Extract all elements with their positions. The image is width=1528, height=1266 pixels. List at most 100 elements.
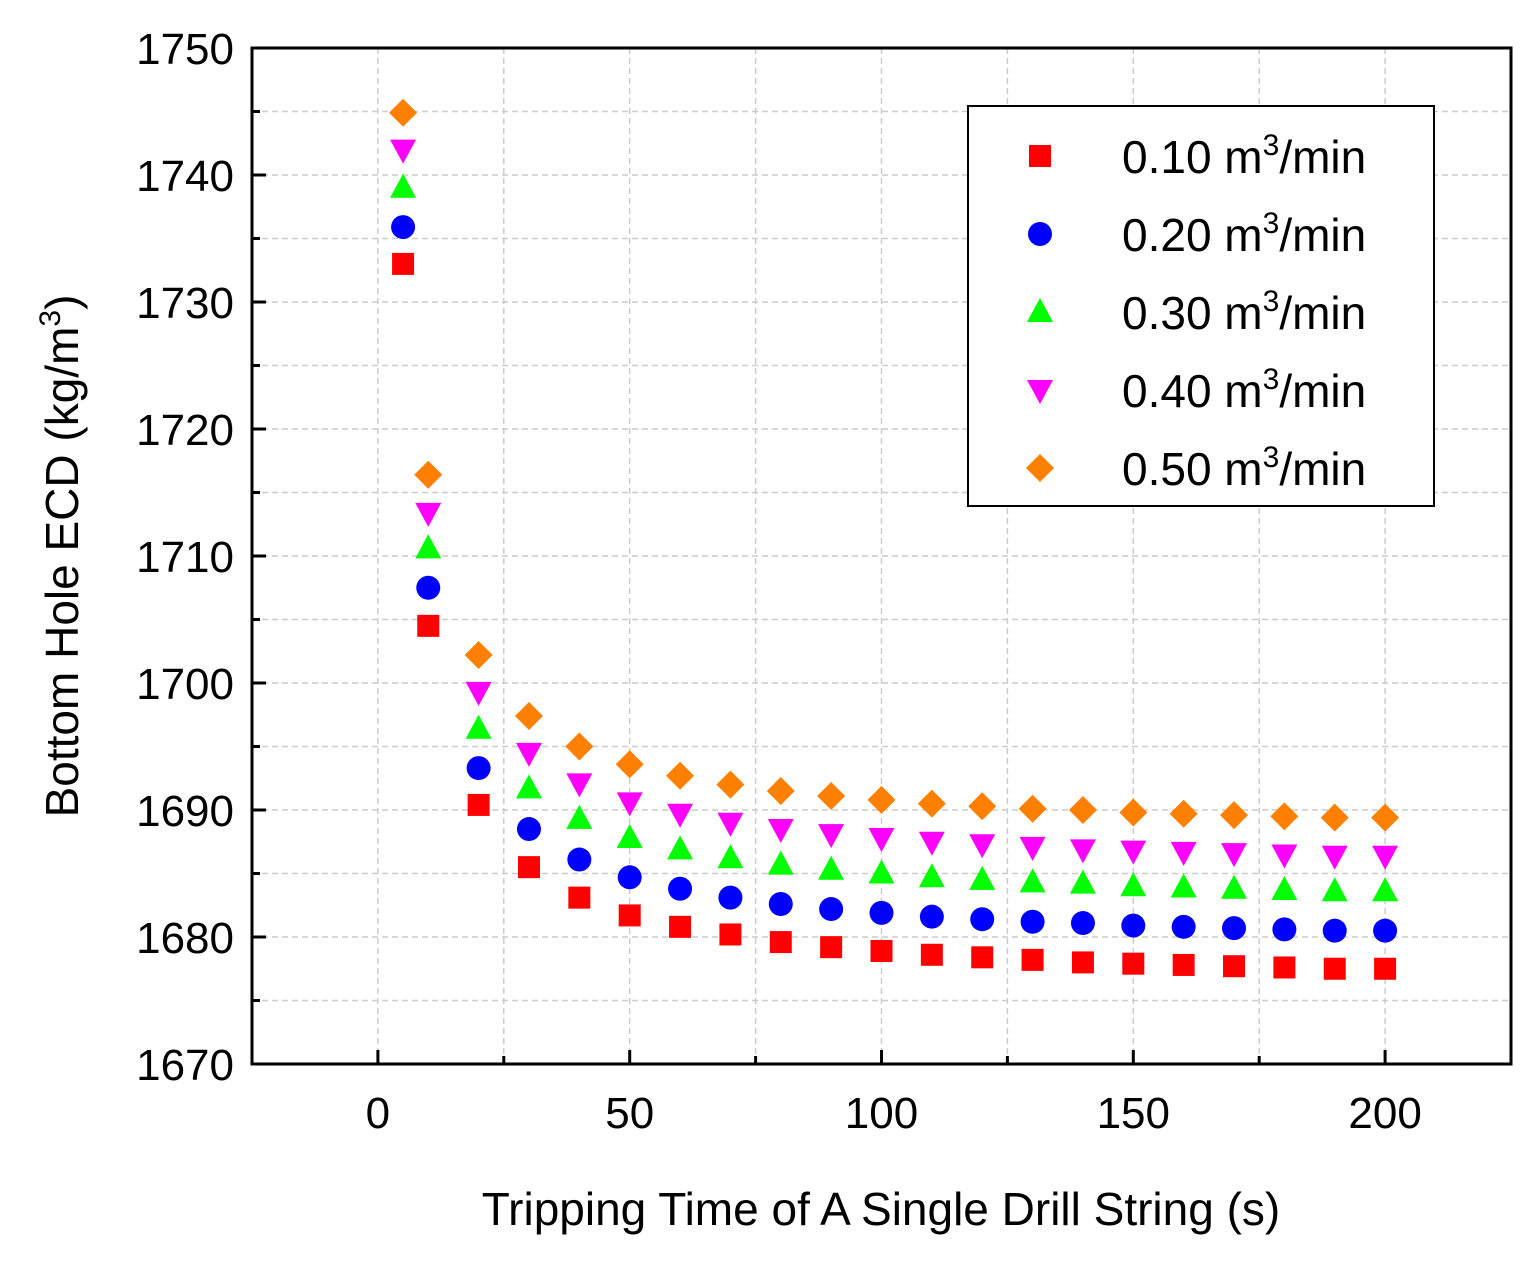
data-point: [414, 460, 443, 489]
data-point: [1272, 917, 1297, 942]
data-point: [465, 714, 492, 739]
data-point: [1121, 913, 1146, 938]
data-point: [515, 774, 542, 799]
data-point: [390, 173, 417, 198]
data-point: [1223, 955, 1246, 978]
series-triangle-up: [390, 173, 1399, 902]
data-point: [1020, 909, 1045, 934]
legend-label: 0.10 m3/min: [1122, 129, 1366, 183]
y-axis-title-main: Bottom Hole ECD (kg/m: [36, 327, 88, 818]
data-point: [1169, 799, 1198, 828]
data-point: [392, 252, 415, 275]
data-point: [767, 850, 794, 875]
data-point: [1069, 839, 1096, 864]
data-point: [1068, 796, 1097, 824]
data-point: [515, 742, 542, 767]
data-point: [516, 817, 541, 842]
data-point: [567, 847, 592, 872]
data-point: [971, 946, 994, 969]
legend-label-main: 0.40 m: [1122, 365, 1263, 417]
data-point: [1120, 872, 1147, 897]
data-point: [1170, 841, 1197, 866]
legend-marker-diamond: [1026, 454, 1054, 482]
legend-label-superscript: 3: [1263, 363, 1280, 396]
data-point: [1221, 843, 1248, 868]
legend-label: 0.40 m3/min: [1122, 363, 1366, 417]
data-point: [616, 792, 643, 817]
y-axis-title: Bottom Hole ECD (kg/m3): [34, 295, 88, 818]
data-point: [870, 939, 893, 962]
data-point: [868, 827, 895, 852]
data-point: [391, 215, 416, 240]
x-tick-label: 150: [1097, 1089, 1170, 1138]
data-point: [719, 923, 742, 946]
axis-ticks: 0 50 100 150 200 1670 1680 1690 1700 1710 1720 1730…: [136, 25, 1422, 1138]
data-point: [1273, 956, 1296, 979]
data-point: [1270, 802, 1299, 831]
data-point: [717, 812, 744, 837]
data-point: [667, 803, 694, 828]
y-tick-label: 1670: [136, 1041, 234, 1090]
data-point: [1019, 868, 1046, 893]
data-point: [868, 859, 895, 884]
data-point: [818, 855, 845, 880]
data-point: [1018, 794, 1047, 823]
legend-marker-square: [1029, 145, 1051, 167]
data-point: [818, 824, 845, 849]
data-point: [817, 782, 846, 811]
data-point: [1322, 918, 1347, 943]
data-point: [920, 943, 943, 966]
series-circle: [391, 215, 1398, 943]
legend-label-unit: /min: [1279, 209, 1366, 261]
data-point: [1019, 836, 1046, 861]
data-point: [1119, 798, 1148, 827]
data-point: [565, 732, 594, 761]
legend-label-unit: /min: [1279, 287, 1366, 339]
data-point: [1271, 844, 1298, 869]
legend-label-superscript: 3: [1263, 285, 1280, 318]
data-point: [1021, 948, 1044, 971]
data-point: [615, 750, 644, 779]
data-point: [918, 863, 945, 888]
data-point: [716, 770, 745, 799]
data-point: [667, 835, 694, 860]
data-point: [514, 702, 543, 731]
legend-label: 0.30 m3/min: [1122, 285, 1366, 339]
data-point: [1371, 803, 1400, 832]
data-point: [1271, 876, 1298, 901]
data-point: [917, 789, 946, 818]
data-point: [666, 761, 695, 790]
y-tick-label: 1690: [136, 787, 234, 836]
data-point: [464, 641, 493, 670]
data-point: [1221, 874, 1248, 899]
data-point: [717, 844, 744, 869]
data-point: [1320, 803, 1349, 832]
x-tick-label: 100: [845, 1089, 918, 1138]
data-point: [618, 904, 641, 927]
legend-label-superscript: 3: [1263, 129, 1280, 162]
data-point: [718, 885, 743, 910]
data-point: [417, 614, 440, 637]
data-point: [1321, 845, 1348, 870]
data-point: [768, 891, 793, 916]
legend-label-superscript: 3: [1263, 441, 1280, 474]
series-triangle-down: [390, 139, 1399, 870]
data-point: [1374, 957, 1397, 980]
data-point: [668, 876, 693, 901]
data-point: [1170, 873, 1197, 898]
y-tick-label: 1750: [136, 25, 234, 74]
data-point: [1120, 840, 1147, 865]
data-point: [820, 936, 843, 959]
y-tick-label: 1710: [136, 533, 234, 582]
data-point: [1372, 877, 1399, 902]
data-point: [465, 681, 492, 706]
legend-label-main: 0.10 m: [1122, 131, 1263, 183]
data-point: [867, 785, 896, 814]
legend-label-main: 0.50 m: [1122, 443, 1263, 495]
legend-label-main: 0.20 m: [1122, 209, 1263, 261]
legend-marker-triangle-down: [1027, 380, 1053, 404]
data-point: [767, 819, 794, 844]
y-axis-title-end: ): [36, 295, 88, 310]
